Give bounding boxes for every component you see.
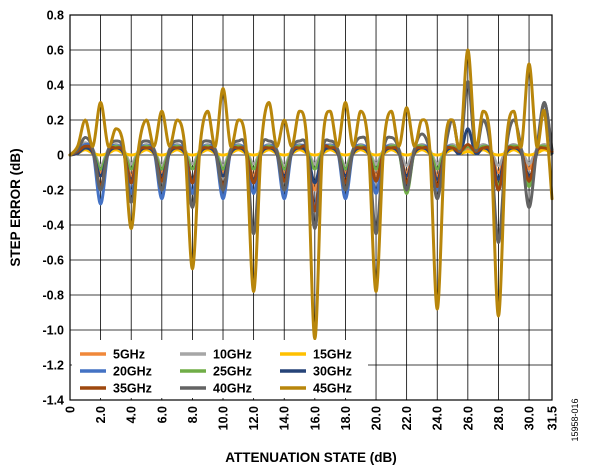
legend-label: 40GHz bbox=[213, 382, 252, 396]
legend: 5GHz 10GHz 15GHz 20GHz 25GHz 30GHz 35GHz 40GHz 4… bbox=[72, 340, 368, 398]
y-tick-label: -0.6 bbox=[42, 254, 64, 268]
legend-label: 20GHz bbox=[113, 365, 152, 379]
y-tick-label: -1.4 bbox=[42, 394, 64, 408]
y-tick-label: -0.2 bbox=[42, 184, 64, 198]
x-axis-label: ATTENUATION STATE (dB) bbox=[225, 450, 396, 465]
x-tick-label: 22.0 bbox=[400, 406, 414, 430]
x-tick-label: 0 bbox=[64, 406, 78, 413]
legend-label: 10GHz bbox=[213, 348, 252, 362]
x-tick-label: 12.0 bbox=[247, 406, 261, 430]
x-tick-label: 24.0 bbox=[431, 406, 445, 430]
x-tick-label: 30.0 bbox=[523, 406, 537, 430]
x-tick-label: 20.0 bbox=[370, 406, 384, 430]
y-tick-label: 0.6 bbox=[47, 44, 64, 58]
x-tick-label: 14.0 bbox=[278, 406, 292, 430]
legend-label: 5GHz bbox=[113, 348, 145, 362]
y-tick-label: 0.8 bbox=[47, 9, 64, 23]
y-tick-label: 0.4 bbox=[47, 79, 64, 93]
x-tick-label: 31.5 bbox=[546, 406, 560, 430]
y-tick-label: -0.8 bbox=[42, 289, 64, 303]
x-tick-label: 26.0 bbox=[461, 406, 475, 430]
y-tick-label: -1.2 bbox=[42, 359, 64, 373]
x-tick-label: 16.0 bbox=[308, 406, 322, 430]
y-tick-label: 0.2 bbox=[47, 114, 64, 128]
y-tick-labels: -1.4 -1.2 -1.0 -0.8 -0.6 -0.4 -0.2 0 0.2 0.4 0.6 0.… bbox=[42, 9, 64, 408]
series-line-45ghz bbox=[68, 48, 554, 341]
legend-label: 30GHz bbox=[313, 365, 352, 379]
series-layer bbox=[68, 48, 554, 341]
legend-label: 25GHz bbox=[213, 365, 252, 379]
y-tick-label: -0.4 bbox=[42, 219, 64, 233]
x-tick-label: 6.0 bbox=[155, 406, 169, 423]
legend-box bbox=[72, 340, 368, 398]
x-tick-label: 8.0 bbox=[186, 406, 200, 423]
x-tick-label: 28.0 bbox=[492, 406, 506, 430]
legend-label: 35GHz bbox=[113, 382, 152, 396]
plot-border bbox=[69, 14, 553, 401]
y-tick-label: 0 bbox=[57, 149, 64, 163]
figure-id: 15958-016 bbox=[570, 398, 580, 441]
x-tick-label: 10.0 bbox=[217, 406, 231, 430]
y-tick-label: -1.0 bbox=[42, 324, 64, 338]
y-axis-label: STEP ERROR (dB) bbox=[8, 148, 23, 266]
x-tick-label: 18.0 bbox=[339, 406, 353, 430]
x-tick-label: 4.0 bbox=[125, 406, 139, 423]
series-line-15ghz bbox=[68, 148, 554, 157]
x-tick-labels: 0 2.0 4.0 6.0 8.0 10.0 12.0 14.0 16.0 18.0 20.0 22.… bbox=[64, 406, 560, 430]
legend-label: 45GHz bbox=[313, 382, 352, 396]
x-tick-label: 2.0 bbox=[94, 406, 108, 423]
legend-label: 15GHz bbox=[313, 348, 352, 362]
